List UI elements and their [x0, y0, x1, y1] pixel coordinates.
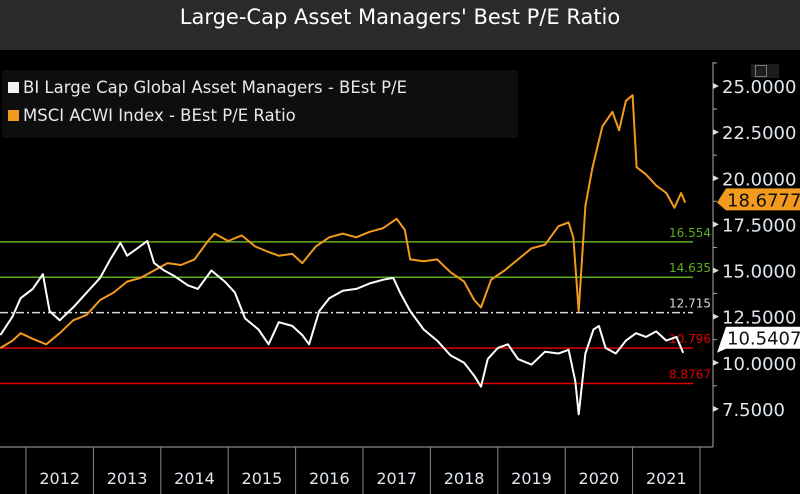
x-tick-label: 2018: [444, 469, 485, 488]
series-line: [0, 94, 687, 349]
reference-line-label: 16.554: [669, 226, 711, 240]
legend-item-msci-acwi[interactable]: MSCI ACWI Index - BEst P/E Ratio: [8, 106, 296, 125]
x-tick-label: 2019: [511, 469, 552, 488]
last-value-tag: [717, 188, 800, 211]
y-tick-label: 15.0000: [722, 262, 796, 283]
reference-line-label: 12.715: [669, 297, 711, 311]
legend-swatch: [8, 82, 19, 93]
y-tick: [713, 129, 719, 136]
x-tick-label: 2014: [174, 469, 215, 488]
last-value-label: 10.5407: [727, 329, 800, 350]
x-tick-label: 2012: [39, 469, 80, 488]
y-tick-label: 25.0000: [722, 77, 796, 98]
reference-line-label: 14.635: [669, 261, 711, 275]
y-tick-label: 7.5000: [722, 400, 785, 421]
chart-title: Large-Cap Asset Managers' Best P/E Ratio: [0, 0, 800, 50]
reference-line-label: 8.8767: [669, 367, 711, 381]
last-value-tag: [717, 326, 800, 353]
x-tick-label: 2015: [242, 469, 283, 488]
legend: BI Large Cap Global Asset Managers - BEs…: [2, 70, 518, 138]
x-tick-label: 2013: [107, 469, 148, 488]
y-tick-label: 22.5000: [722, 123, 796, 144]
series-line: [0, 240, 685, 416]
line-chart-icon: [755, 65, 767, 77]
y-tick: [713, 221, 719, 228]
y-tick: [713, 405, 719, 412]
x-tick-label: 2021: [646, 469, 687, 488]
y-tick: [713, 359, 719, 366]
x-tick-label: 2020: [579, 469, 620, 488]
y-tick-label: 17.5000: [722, 215, 796, 236]
chart-type-dropdown[interactable]: [751, 64, 779, 78]
y-tick: [713, 313, 719, 320]
legend-swatch: [8, 110, 19, 121]
y-tick-label: 10.0000: [722, 354, 796, 375]
y-tick: [713, 267, 719, 274]
x-tick-label: 2016: [309, 469, 350, 488]
y-tick: [713, 83, 719, 89]
legend-item-asset-managers[interactable]: BI Large Cap Global Asset Managers - BEs…: [8, 78, 407, 97]
y-tick-label: 12.5000: [722, 308, 796, 329]
y-tick: [713, 175, 719, 182]
reference-line-label: 10.796: [669, 332, 711, 346]
x-tick-label: 2017: [376, 469, 417, 488]
last-value-label: 18.6777: [727, 190, 800, 211]
y-tick-label: 20.0000: [722, 169, 796, 190]
